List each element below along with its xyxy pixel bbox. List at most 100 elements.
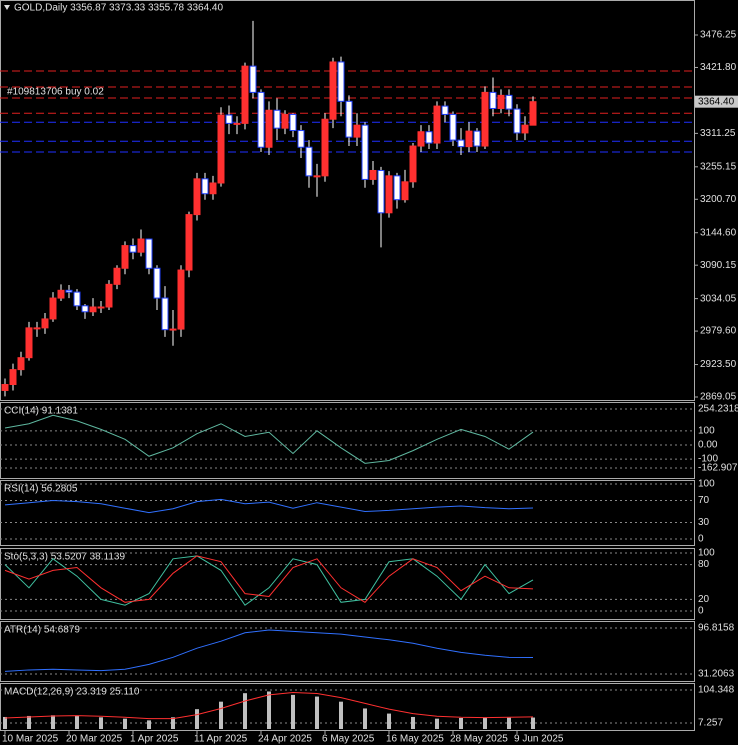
candle-body xyxy=(65,289,73,293)
histogram-bar xyxy=(363,708,367,729)
candle-body xyxy=(441,105,449,115)
candle-body xyxy=(89,306,97,313)
candle-body xyxy=(529,101,537,126)
y-tick-label: 80 xyxy=(698,559,710,570)
candle-body xyxy=(73,291,81,307)
x-tick-label: 10 Mar 2025 xyxy=(2,734,59,745)
candle-body xyxy=(169,328,177,331)
y-tick-label: 100 xyxy=(698,425,715,436)
histogram-bar xyxy=(171,717,175,729)
y-tick-label: 20 xyxy=(698,594,710,605)
y-tick-label: 100 xyxy=(698,548,715,559)
candle-body xyxy=(345,100,353,138)
main-frame xyxy=(0,0,695,401)
indicator-line xyxy=(4,629,534,672)
indicator-frame xyxy=(0,548,695,620)
candle-body xyxy=(113,267,121,285)
candle-body xyxy=(417,131,425,147)
candle-body xyxy=(249,65,257,93)
y-tick-label: 3144.60 xyxy=(700,227,737,238)
candle-body xyxy=(193,178,201,216)
y-tick-label: 30 xyxy=(698,517,710,528)
candle-body xyxy=(465,130,473,148)
y-tick-label: 2869.05 xyxy=(700,392,737,403)
indicator-frame xyxy=(0,621,695,682)
candle-body xyxy=(153,267,161,299)
candle-body xyxy=(425,131,433,144)
indicator-line xyxy=(4,555,534,603)
histogram-bar xyxy=(387,713,391,729)
symbol-header: GOLD,Daily 3356.87 3373.33 3355.78 3364.… xyxy=(14,3,223,14)
histogram-bar xyxy=(3,716,7,729)
candle-body xyxy=(281,113,289,129)
histogram-bar xyxy=(147,720,151,729)
candle-body xyxy=(145,238,153,269)
y-tick-label: -162.9072 xyxy=(698,463,738,474)
candle-body xyxy=(161,297,169,331)
y-tick-label: 100 xyxy=(698,479,715,490)
candle-body xyxy=(313,175,321,178)
y-tick-label: 96.8158 xyxy=(698,623,735,634)
candle-body xyxy=(25,327,33,359)
histogram-bar xyxy=(483,717,487,729)
y-tick-label: 2923.50 xyxy=(700,359,737,370)
candle-body xyxy=(105,283,113,308)
candle-body xyxy=(377,169,385,214)
candle-body xyxy=(505,94,513,110)
indicator-frame xyxy=(0,683,695,731)
candle-body xyxy=(41,318,49,329)
candle-body xyxy=(1,384,9,391)
candle-body xyxy=(17,357,25,371)
candle-body xyxy=(9,369,17,386)
candle-body xyxy=(449,113,457,141)
indicator-label: CCI(14) 91.1381 xyxy=(4,406,78,417)
candle-body xyxy=(329,61,337,120)
candle-body xyxy=(305,146,313,177)
indicator-line xyxy=(4,555,534,606)
histogram-bar xyxy=(123,718,127,729)
indicator-line xyxy=(4,691,534,720)
y-tick-label: 70 xyxy=(698,495,710,506)
indicator-label: Sto(5,3,3) 53.5207 38.1139 xyxy=(4,552,125,563)
candle-body xyxy=(57,289,65,299)
y-tick-label: 0 xyxy=(698,606,704,617)
candle-body xyxy=(361,124,369,180)
candle-body xyxy=(289,113,297,132)
candle-body xyxy=(457,139,465,148)
x-tick-label: 20 Mar 2025 xyxy=(66,734,123,745)
x-tick-label: 24 Apr 2025 xyxy=(258,734,312,745)
candle-body xyxy=(209,182,217,195)
histogram-bar xyxy=(315,696,319,729)
y-tick-label: 31.2063 xyxy=(698,669,735,680)
y-tick-label: 3311.25 xyxy=(700,128,736,139)
x-tick-label: 11 Apr 2025 xyxy=(194,734,248,745)
y-tick-label: -100 xyxy=(698,454,718,465)
y-tick-label: 3421.80 xyxy=(700,62,737,73)
histogram-bar xyxy=(51,715,55,729)
candle-body xyxy=(473,130,481,147)
histogram-bar xyxy=(99,717,103,729)
histogram-bar xyxy=(339,701,343,729)
candle-body xyxy=(177,269,185,330)
y-tick-label: 0 xyxy=(698,534,704,545)
candle-body xyxy=(241,65,249,124)
histogram-bar xyxy=(219,701,223,729)
candle-body xyxy=(257,91,265,148)
candle-body xyxy=(129,245,137,253)
candle-body xyxy=(489,91,497,109)
candle-body xyxy=(265,109,273,148)
histogram-bar xyxy=(27,715,31,729)
histogram-bar xyxy=(243,693,247,729)
indicator-line xyxy=(4,498,534,514)
candle-body xyxy=(297,130,305,148)
candle-body xyxy=(137,238,145,253)
histogram-bar xyxy=(531,717,535,729)
y-tick-label: 2979.60 xyxy=(700,326,737,337)
candle-body xyxy=(385,175,393,214)
histogram-bar xyxy=(291,694,295,729)
candle-body xyxy=(521,124,529,134)
x-tick-label: 1 Apr 2025 xyxy=(130,734,179,745)
candle-body xyxy=(393,175,401,201)
header-icon xyxy=(4,5,10,10)
